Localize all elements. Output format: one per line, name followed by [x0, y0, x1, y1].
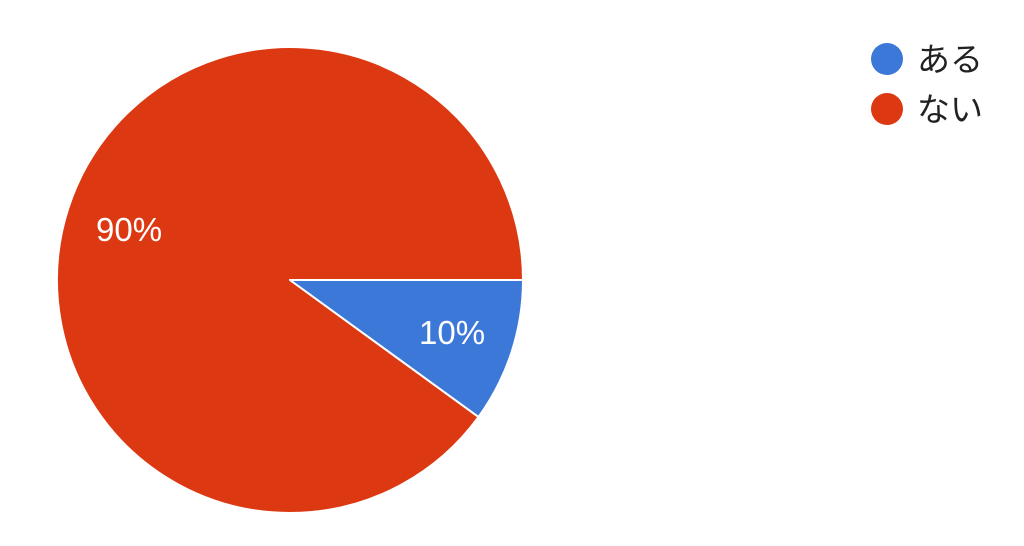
svg-text:10%: 10% — [419, 314, 485, 351]
svg-text:90%: 90% — [96, 211, 162, 248]
